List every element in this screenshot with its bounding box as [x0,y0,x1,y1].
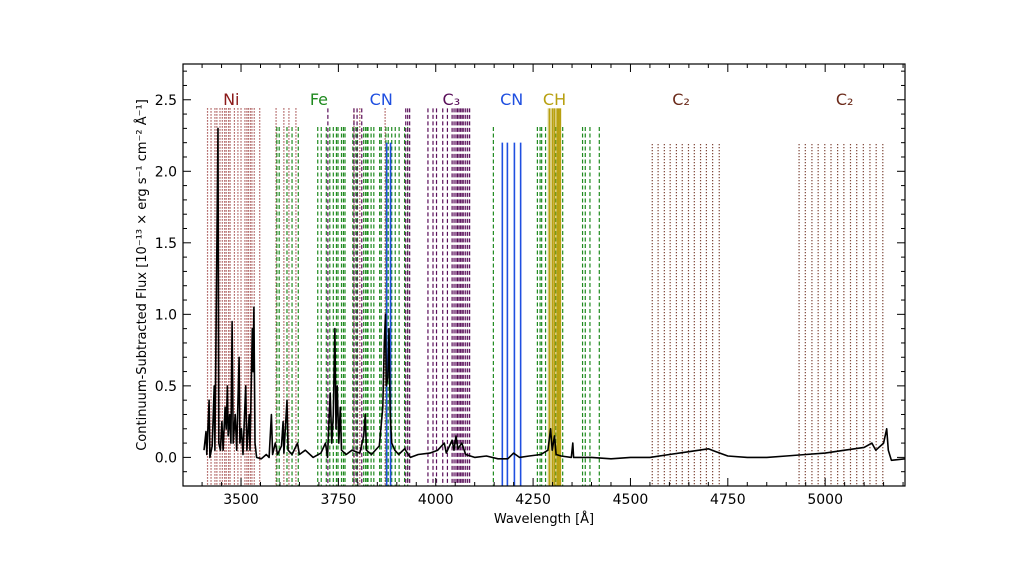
y-tick-label: 1.5 [155,236,177,252]
plot-frame [182,63,906,487]
axis-ticks: 3500 3750 4000 4250 4500 4750 5000 0.0 0.5 1.0 1.5… [155,64,905,508]
y-tick-label: 2.0 [155,164,177,180]
x-tick-label: 3750 [321,492,357,508]
species-label: Fe [310,90,328,109]
y-tick-label: 0.0 [155,450,177,466]
x-tick-label: 5000 [807,492,843,508]
y-tick-label: 0.5 [155,379,177,395]
x-tick-label: 4500 [613,492,649,508]
y-tick-label: 1.0 [155,307,177,323]
y-tick-label: 2.5 [155,93,177,109]
species-labels: Ni Fe C₃ CN CN CH C₂ C₂ [223,90,853,109]
species-label: C₂ [836,90,854,109]
x-tick-label: 3500 [223,492,259,508]
species-label: CH [543,90,566,109]
x-axis-label: Wavelength [Å] [494,511,594,527]
x-tick-label: 4000 [418,492,454,508]
y-axis-label: Continuum-Subtracted Flux [10⁻¹³ × erg s… [134,99,150,451]
spectrum-line [203,127,906,462]
line-markers [206,108,884,486]
x-tick-label: 4250 [515,492,551,508]
spectrum-series [203,127,906,462]
species-label: C₃ [443,90,461,109]
species-label: Ni [223,90,239,109]
species-label: CN [370,90,393,109]
species-label: C₂ [672,90,690,109]
x-tick-label: 4750 [710,492,746,508]
species-label: CN [500,90,523,109]
